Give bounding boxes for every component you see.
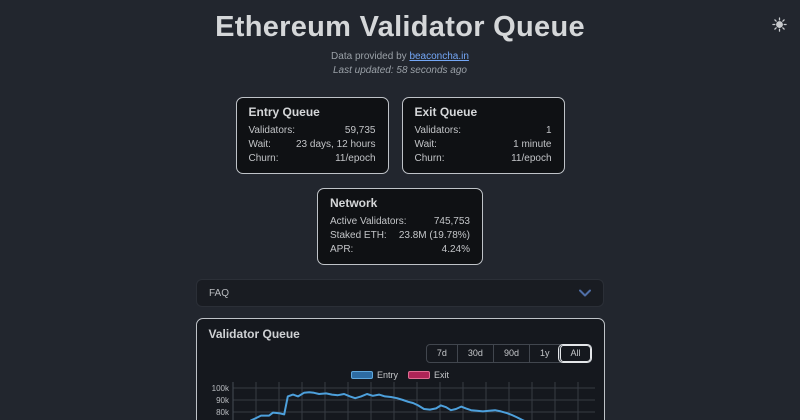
chart-legend: Entry Exit bbox=[209, 369, 592, 380]
range-button-90d[interactable]: 90d bbox=[492, 345, 529, 362]
page-title: Ethereum Validator Queue bbox=[215, 11, 585, 43]
legend-item-entry[interactable]: Entry bbox=[350, 369, 398, 380]
entry-churn-row: Churn: 11/epoch bbox=[249, 152, 376, 166]
entry-queue-title: Entry Queue bbox=[248, 105, 320, 119]
faq-label: FAQ bbox=[209, 287, 230, 299]
range-button-all[interactable]: All bbox=[559, 345, 590, 362]
theme-toggle-button[interactable] bbox=[769, 17, 789, 37]
entry-queue-card: Entry Queue Validators: 59,735 Wait: 23 … bbox=[235, 97, 389, 174]
range-button-1y[interactable]: 1y bbox=[528, 345, 560, 362]
beaconchain-link[interactable]: beaconcha.in bbox=[409, 51, 469, 62]
stat-label: APR: bbox=[330, 244, 354, 255]
stat-value: 23 days, 12 hours bbox=[296, 139, 376, 150]
stat-label: Staked ETH: bbox=[330, 230, 387, 241]
last-updated-text: Last updated: 58 seconds ago bbox=[333, 65, 467, 76]
exit-validators-row: Validators: 1 bbox=[415, 124, 552, 138]
faq-accordion-header[interactable]: FAQ bbox=[196, 279, 604, 307]
network-card: Network Active Validators: 745,753 Stake… bbox=[317, 188, 483, 265]
stat-value: 11/epoch bbox=[335, 153, 376, 164]
sun-icon bbox=[771, 17, 787, 37]
stat-label: Churn: bbox=[248, 153, 279, 164]
queue-chart[interactable]: 100k90k80k70k bbox=[209, 380, 595, 420]
range-button-30d[interactable]: 30d bbox=[456, 345, 493, 362]
provided-by-text: Data provided by bbox=[331, 51, 410, 62]
entry-validators-row: Validators: 59,735 bbox=[249, 124, 376, 138]
stat-value: 11/epoch bbox=[511, 153, 552, 164]
exit-queue-card: Exit Queue Validators: 1 Wait: 1 minute … bbox=[401, 97, 565, 174]
range-selector: 7d 30d 90d 1y All bbox=[209, 344, 592, 363]
stat-label: Validators: bbox=[414, 125, 462, 136]
stat-value: 1 minute bbox=[513, 139, 552, 150]
chart-title: Validator Queue bbox=[208, 327, 300, 341]
data-provider-line: Data provided by beaconcha.in bbox=[0, 51, 800, 63]
stat-value: 1 bbox=[545, 125, 552, 136]
y-axis-tick-label: 90k bbox=[216, 396, 230, 405]
network-active-validators-row: Active Validators: 745,753 bbox=[330, 215, 470, 229]
y-axis-tick-label: 100k bbox=[211, 384, 229, 393]
stat-label: Wait: bbox=[414, 139, 437, 150]
exit-wait-row: Wait: 1 minute bbox=[415, 138, 552, 152]
stat-value: 59,735 bbox=[344, 125, 376, 136]
exit-queue-title: Exit Queue bbox=[414, 105, 478, 119]
stat-value: 745,753 bbox=[433, 216, 470, 227]
stat-value: 23.8M (19.78%) bbox=[398, 230, 470, 241]
queue-cards-row: Entry Queue Validators: 59,735 Wait: 23 … bbox=[0, 97, 800, 174]
network-apr-row: APR: 4.24% bbox=[330, 243, 470, 257]
exit-legend-swatch bbox=[408, 370, 430, 379]
entry-wait-row: Wait: 23 days, 12 hours bbox=[249, 138, 376, 152]
entry-legend-swatch bbox=[350, 370, 373, 379]
validator-queue-chart-card: Validator Queue 7d 30d 90d 1y All Entry … bbox=[195, 318, 605, 420]
stat-value: 4.24% bbox=[441, 244, 470, 255]
stat-label: Active Validators: bbox=[330, 216, 407, 227]
network-staked-eth-row: Staked ETH: 23.8M (19.78%) bbox=[330, 229, 470, 243]
chevron-down-icon bbox=[579, 284, 591, 302]
y-axis-tick-label: 80k bbox=[216, 408, 230, 417]
legend-item-exit[interactable]: Exit bbox=[408, 370, 449, 380]
network-title: Network bbox=[330, 196, 378, 210]
stat-label: Churn: bbox=[414, 153, 445, 164]
entry-legend-label: Entry bbox=[376, 369, 398, 380]
stat-label: Validators: bbox=[248, 125, 296, 136]
exit-churn-row: Churn: 11/epoch bbox=[415, 152, 552, 166]
entry-series-line bbox=[249, 391, 525, 420]
range-button-7d[interactable]: 7d bbox=[427, 345, 457, 362]
stat-label: Wait: bbox=[248, 139, 271, 150]
exit-legend-label: Exit bbox=[434, 369, 450, 380]
